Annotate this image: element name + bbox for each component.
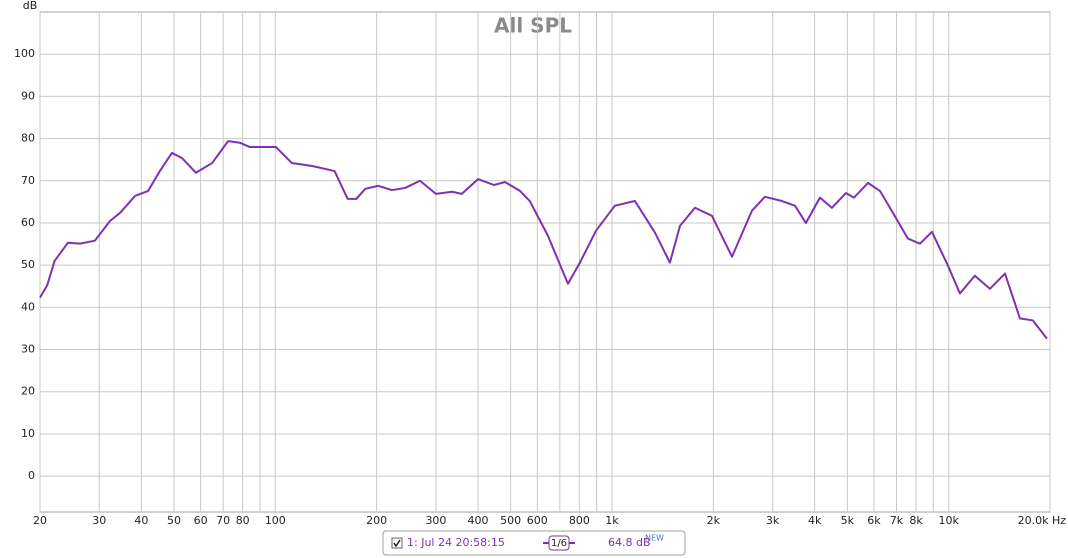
legend-box bbox=[382, 530, 686, 556]
x-tick-label: 20 bbox=[33, 514, 47, 527]
y-tick-label: 90 bbox=[21, 89, 35, 102]
x-tick-label: 500 bbox=[500, 514, 521, 527]
smoothing-label: 1/6 bbox=[551, 538, 567, 549]
y-tick-label: 80 bbox=[21, 132, 35, 145]
x-tick-label: 40 bbox=[134, 514, 148, 527]
new-badge: NEW bbox=[645, 534, 664, 543]
grid: 0 10 20 30 40 50 60 70 80 90 100 20 30 40 50 60 70 80 100 2… bbox=[14, 12, 1066, 527]
x-tick-label: 300 bbox=[425, 514, 446, 527]
x-tick-label: 4k bbox=[808, 514, 822, 527]
y-tick-label: 70 bbox=[21, 174, 35, 187]
x-tick-label: 100 bbox=[265, 514, 286, 527]
x-tick-label: 600 bbox=[527, 514, 548, 527]
x-tick-label: 800 bbox=[569, 514, 590, 527]
smoothing-box[interactable] bbox=[548, 535, 570, 551]
y-tick-label: 30 bbox=[21, 343, 35, 356]
y-tick-label: 60 bbox=[21, 216, 35, 229]
x-tick-label: 5k bbox=[841, 514, 855, 527]
plot bbox=[39, 140, 1048, 340]
x-tick-label: 2k bbox=[707, 514, 721, 527]
x-tick-label: 70 bbox=[216, 514, 230, 527]
x-tick-label: 400 bbox=[468, 514, 489, 527]
y-tick-label: 40 bbox=[21, 300, 35, 313]
x-tick-label: 7k bbox=[890, 514, 904, 527]
x-tick-label: 3k bbox=[766, 514, 780, 527]
x-tick-label: 20.0k Hz bbox=[1018, 514, 1067, 527]
x-tick-label: 1k bbox=[605, 514, 619, 527]
y-tick-label: 100 bbox=[14, 47, 35, 60]
chart-title: All SPL bbox=[494, 14, 572, 38]
check-mark bbox=[393, 539, 401, 548]
y-tick-label: 20 bbox=[21, 385, 35, 398]
x-tick-label: 60 bbox=[194, 514, 208, 527]
x-tick-label: 30 bbox=[92, 514, 106, 527]
level-label: 64.8 dB bbox=[608, 536, 651, 549]
plot-area bbox=[39, 11, 1051, 513]
x-tick-label: 8k bbox=[909, 514, 923, 527]
x-tick-label: 10k bbox=[938, 514, 959, 527]
legend: 1: Jul 24 20:58:15 1/6 64.8 dB NEW bbox=[382, 530, 686, 556]
series-line bbox=[39, 140, 1048, 340]
x-tick-label: 50 bbox=[167, 514, 181, 527]
legend-checkbox[interactable] bbox=[391, 537, 403, 549]
y-tick-label: 10 bbox=[21, 427, 35, 440]
x-tick-label: 6k bbox=[867, 514, 881, 527]
y-tick-label: 50 bbox=[21, 258, 35, 271]
y-axis-label: dB bbox=[23, 0, 38, 12]
x-tick-label: 200 bbox=[366, 514, 387, 527]
legend-label: 1: Jul 24 20:58:15 bbox=[407, 536, 505, 549]
x-tick-label: 80 bbox=[236, 514, 250, 527]
y-tick-label: 0 bbox=[28, 469, 35, 482]
